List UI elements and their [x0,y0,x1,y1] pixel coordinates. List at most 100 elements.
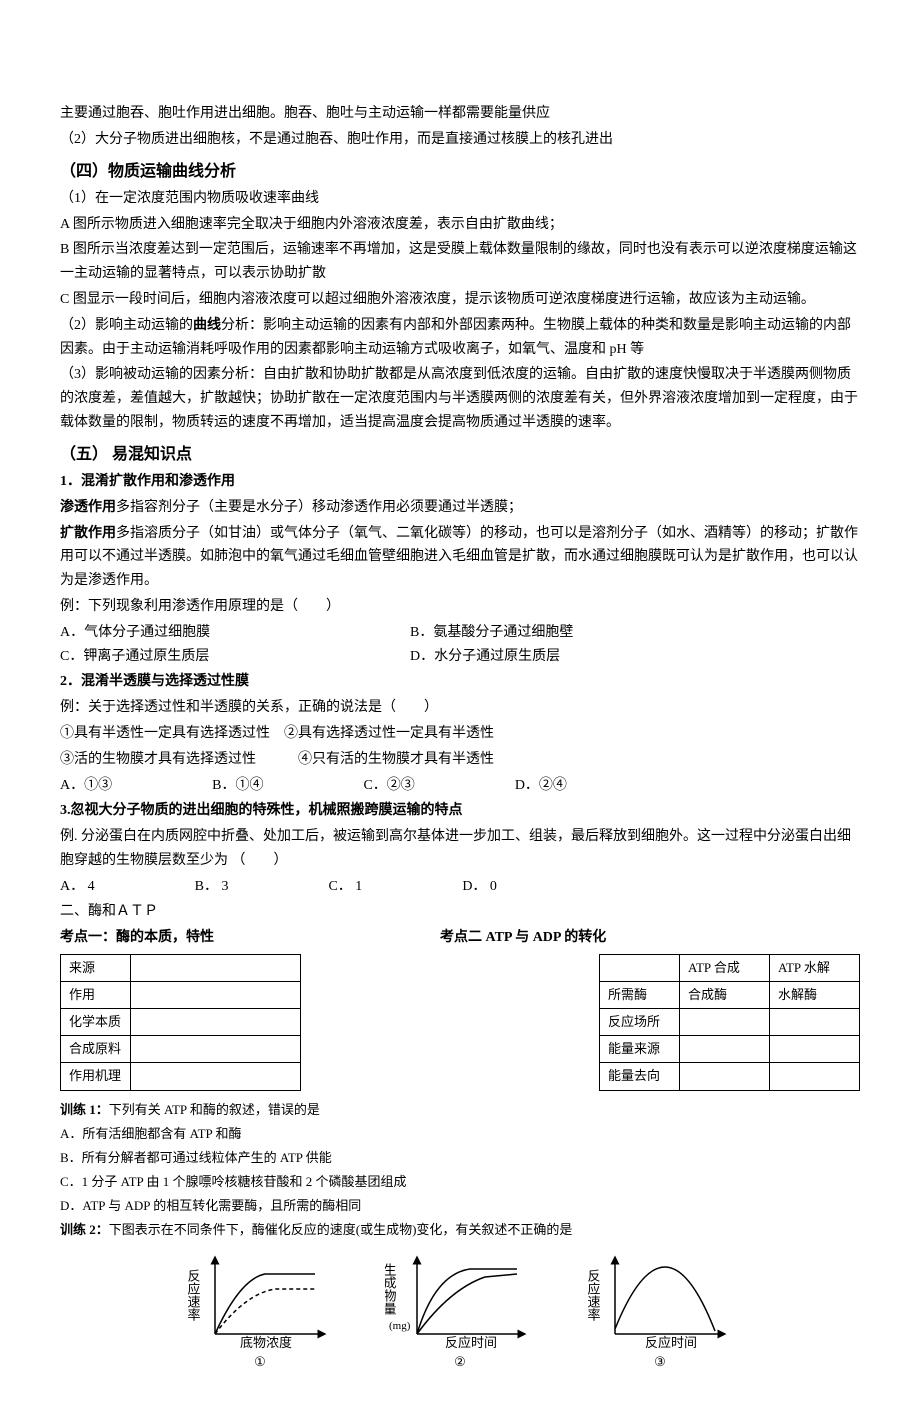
cell-empty [770,1009,860,1036]
cell-empty [131,1063,301,1090]
chart-3-xlabel: 反应时间 [645,1335,697,1349]
bold-inline: 曲线 [193,318,221,333]
subtitle-2: 2．混淆半透膜与选择透过性膜 [60,670,860,694]
subtitle-1: 1．混淆扩散作用和渗透作用 [60,470,860,494]
text-line: 扩散作用多指溶质分子（如甘油）或气体分子（氧气、二氧化碳等）的移动，也可以是溶剂… [60,522,860,593]
chart-3-num: ③ [654,1351,666,1373]
cell-empty [770,1063,860,1090]
option-d: D． 0 [462,875,497,899]
train2-q: 下图表示在不同条件下，酶催化反应的速度(或生成物)变化，有关叙述不正确的是 [109,1222,573,1237]
keypoint-row: 考点一：酶的本质，特性 考点二 ATP 与 ADP 的转化 [60,926,860,950]
cell-label: 作用机理 [61,1063,131,1090]
chart-2-xlabel: 反应时间 [445,1335,497,1349]
chart-2-svg: 生成物量 (mg) 反应时间 [385,1249,535,1349]
cell-label: 化学本质 [61,1009,131,1036]
cell-empty [680,1036,770,1063]
chart-3: 反应速率 反应时间 ③ [585,1249,735,1373]
option-d: D．ATP 与 ADP 的相互转化需要酶，且所需的酶相同 [60,1195,860,1217]
chart-2: 生成物量 (mg) 反应时间 ② [385,1249,535,1373]
cell-empty [770,1036,860,1063]
table-row: 来源 [61,955,301,982]
example-question: 例：下列现象利用渗透作用原理的是（ ） [60,595,860,619]
table-row: ATP 合成 ATP 水解 [600,955,860,982]
cell-empty [131,955,301,982]
train1-title: 训练 1： [60,1102,109,1117]
text-line: （2）影响主动运输的曲线分析：影响主动运输的因素有内部和外部因素两种。生物膜上载… [60,314,860,362]
cell-header: ATP 水解 [770,955,860,982]
chart-1-svg: 反应速率 底物浓度 [185,1249,335,1349]
example-question: 例：关于选择透过性和半透膜的关系，正确的说法是（ ） [60,696,860,720]
cell-label: 合成原料 [61,1036,131,1063]
cell-empty [131,982,301,1009]
cell-label: 作用 [61,982,131,1009]
chart-1: 反应速率 底物浓度 ① [185,1249,335,1373]
cell-empty [680,1063,770,1090]
text-line: ①具有半透性一定具有选择透过性 ②具有选择透过性一定具有半透性 [60,722,860,746]
option-a: A． 4 [60,875,95,899]
option-row: C．钾离子通过原生质层 D．水分子通过原生质层 [60,645,860,669]
train1: 训练 1：下列有关 ATP 和酶的叙述，错误的是 [60,1099,860,1121]
option-d: D．②④ [515,774,567,798]
text-line: B 图所示当浓度差达到一定范围后，运输速率不再增加，这是受膜上载体数量限制的缘故… [60,238,860,286]
chart-2-ylabel-1: 生成物量 [385,1263,397,1315]
option-b: B．氨基酸分子通过细胞壁 [410,621,573,645]
section-5-title: （五） 易混知识点 [60,441,860,468]
enzyme-table: 来源 作用 化学本质 合成原料 作用机理 [60,954,301,1090]
table-row: 所需酶 合成酶 水解酶 [600,982,860,1009]
keypoint-2: 考点二 ATP 与 ADP 的转化 [440,926,606,950]
chart-1-num: ① [254,1351,266,1373]
text-line: 渗透作用多指容剂分子（主要是水分子）移动渗透作用必须要通过半透膜； [60,496,860,520]
bold-inline: 渗透作用 [60,500,116,515]
option-b: B． 3 [195,875,229,899]
text-line: （2）大分子物质进出细胞核，不是通过胞吞、胞吐作用，而是直接通过核膜上的核孔进出 [60,128,860,152]
option-c: C．钾离子通过原生质层 [60,645,410,669]
cell-empty [131,1009,301,1036]
text-line: 主要通过胞吞、胞吐作用进出细胞。胞吞、胞吐与主动运输一样都需要能量供应 [60,102,860,126]
table-row: 反应场所 [600,1009,860,1036]
option-c: C． 1 [328,875,362,899]
text-line: C 图显示一段时间后，细胞内溶液浓度可以超过细胞外溶液浓度，提示该物质可逆浓度梯… [60,288,860,312]
table-row: 能量来源 [600,1036,860,1063]
cell-value: 合成酶 [680,982,770,1009]
bold-inline: 扩散作用 [60,526,116,541]
option-b: B．所有分解者都可通过线粒体产生的 ATP 供能 [60,1147,860,1169]
option-c: C．②③ [363,774,414,798]
cell-label: 能量去向 [600,1063,680,1090]
option-a: A．所有活细胞都含有 ATP 和酶 [60,1123,860,1145]
train1-q: 下列有关 ATP 和酶的叙述，错误的是 [109,1102,320,1117]
cell-value: 水解酶 [770,982,860,1009]
option-b: B．①④ [212,774,263,798]
cell-label: 来源 [61,955,131,982]
option-row: A．气体分子通过细胞膜 B．氨基酸分子通过细胞壁 [60,621,860,645]
subtitle-3: 3.忽视大分子物质的进出细胞的特殊性，机械照搬跨膜运输的特点 [60,799,860,823]
option-d: D．水分子通过原生质层 [410,645,560,669]
text-line: ③活的生物膜才具有选择透过性 ④只有活的生物膜才具有半透性 [60,748,860,772]
train2: 训练 2：下图表示在不同条件下，酶催化反应的速度(或生成物)变化，有关叙述不正确… [60,1219,860,1241]
text-line: （1）在一定浓度范围内物质吸收速率曲线 [60,187,860,211]
train2-title: 训练 2： [60,1222,109,1237]
cell-header: ATP 合成 [680,955,770,982]
atp-table: ATP 合成 ATP 水解 所需酶 合成酶 水解酶 反应场所 能量来源 能量去向 [599,954,860,1090]
keypoint-1: 考点一：酶的本质，特性 [60,926,440,950]
table-row: 能量去向 [600,1063,860,1090]
chart-2-num: ② [454,1351,466,1373]
cell-label: 反应场所 [600,1009,680,1036]
table-row: 作用 [61,982,301,1009]
chart-1-ylabel: 反应速率 [186,1269,201,1321]
option-a: A．气体分子通过细胞膜 [60,621,410,645]
table-row: 作用机理 [61,1063,301,1090]
section-4-title: （四）物质运输曲线分析 [60,158,860,185]
option-a: A．①③ [60,774,112,798]
tables-row: 来源 作用 化学本质 合成原料 作用机理 ATP 合成 ATP 水解 所需酶 合… [60,954,860,1090]
text-line: A 图所示物质进入细胞速率完全取决于细胞内外溶液浓度差，表示自由扩散曲线； [60,213,860,237]
example-question: 例. 分泌蛋白在内质网腔中折叠、处加工后，被运输到高尔基体进一步加工、组装，最后… [60,825,860,873]
table-row: 化学本质 [61,1009,301,1036]
option-row: A．①③ B．①④ C．②③ D．②④ [60,774,860,798]
option-c: C．1 分子 ATP 由 1 个腺嘌呤核糖核苷酸和 2 个磷酸基团组成 [60,1171,860,1193]
cell-label: 所需酶 [600,982,680,1009]
chart-1-xlabel: 底物浓度 [240,1335,292,1349]
chart-3-svg: 反应速率 反应时间 [585,1249,735,1349]
charts-row: 反应速率 底物浓度 ① 生成物量 (mg) 反应时间 ② [60,1249,860,1373]
chart-2-ylabel-2: (mg) [389,1320,411,1332]
option-row: A． 4 B． 3 C． 1 D． 0 [60,875,860,899]
